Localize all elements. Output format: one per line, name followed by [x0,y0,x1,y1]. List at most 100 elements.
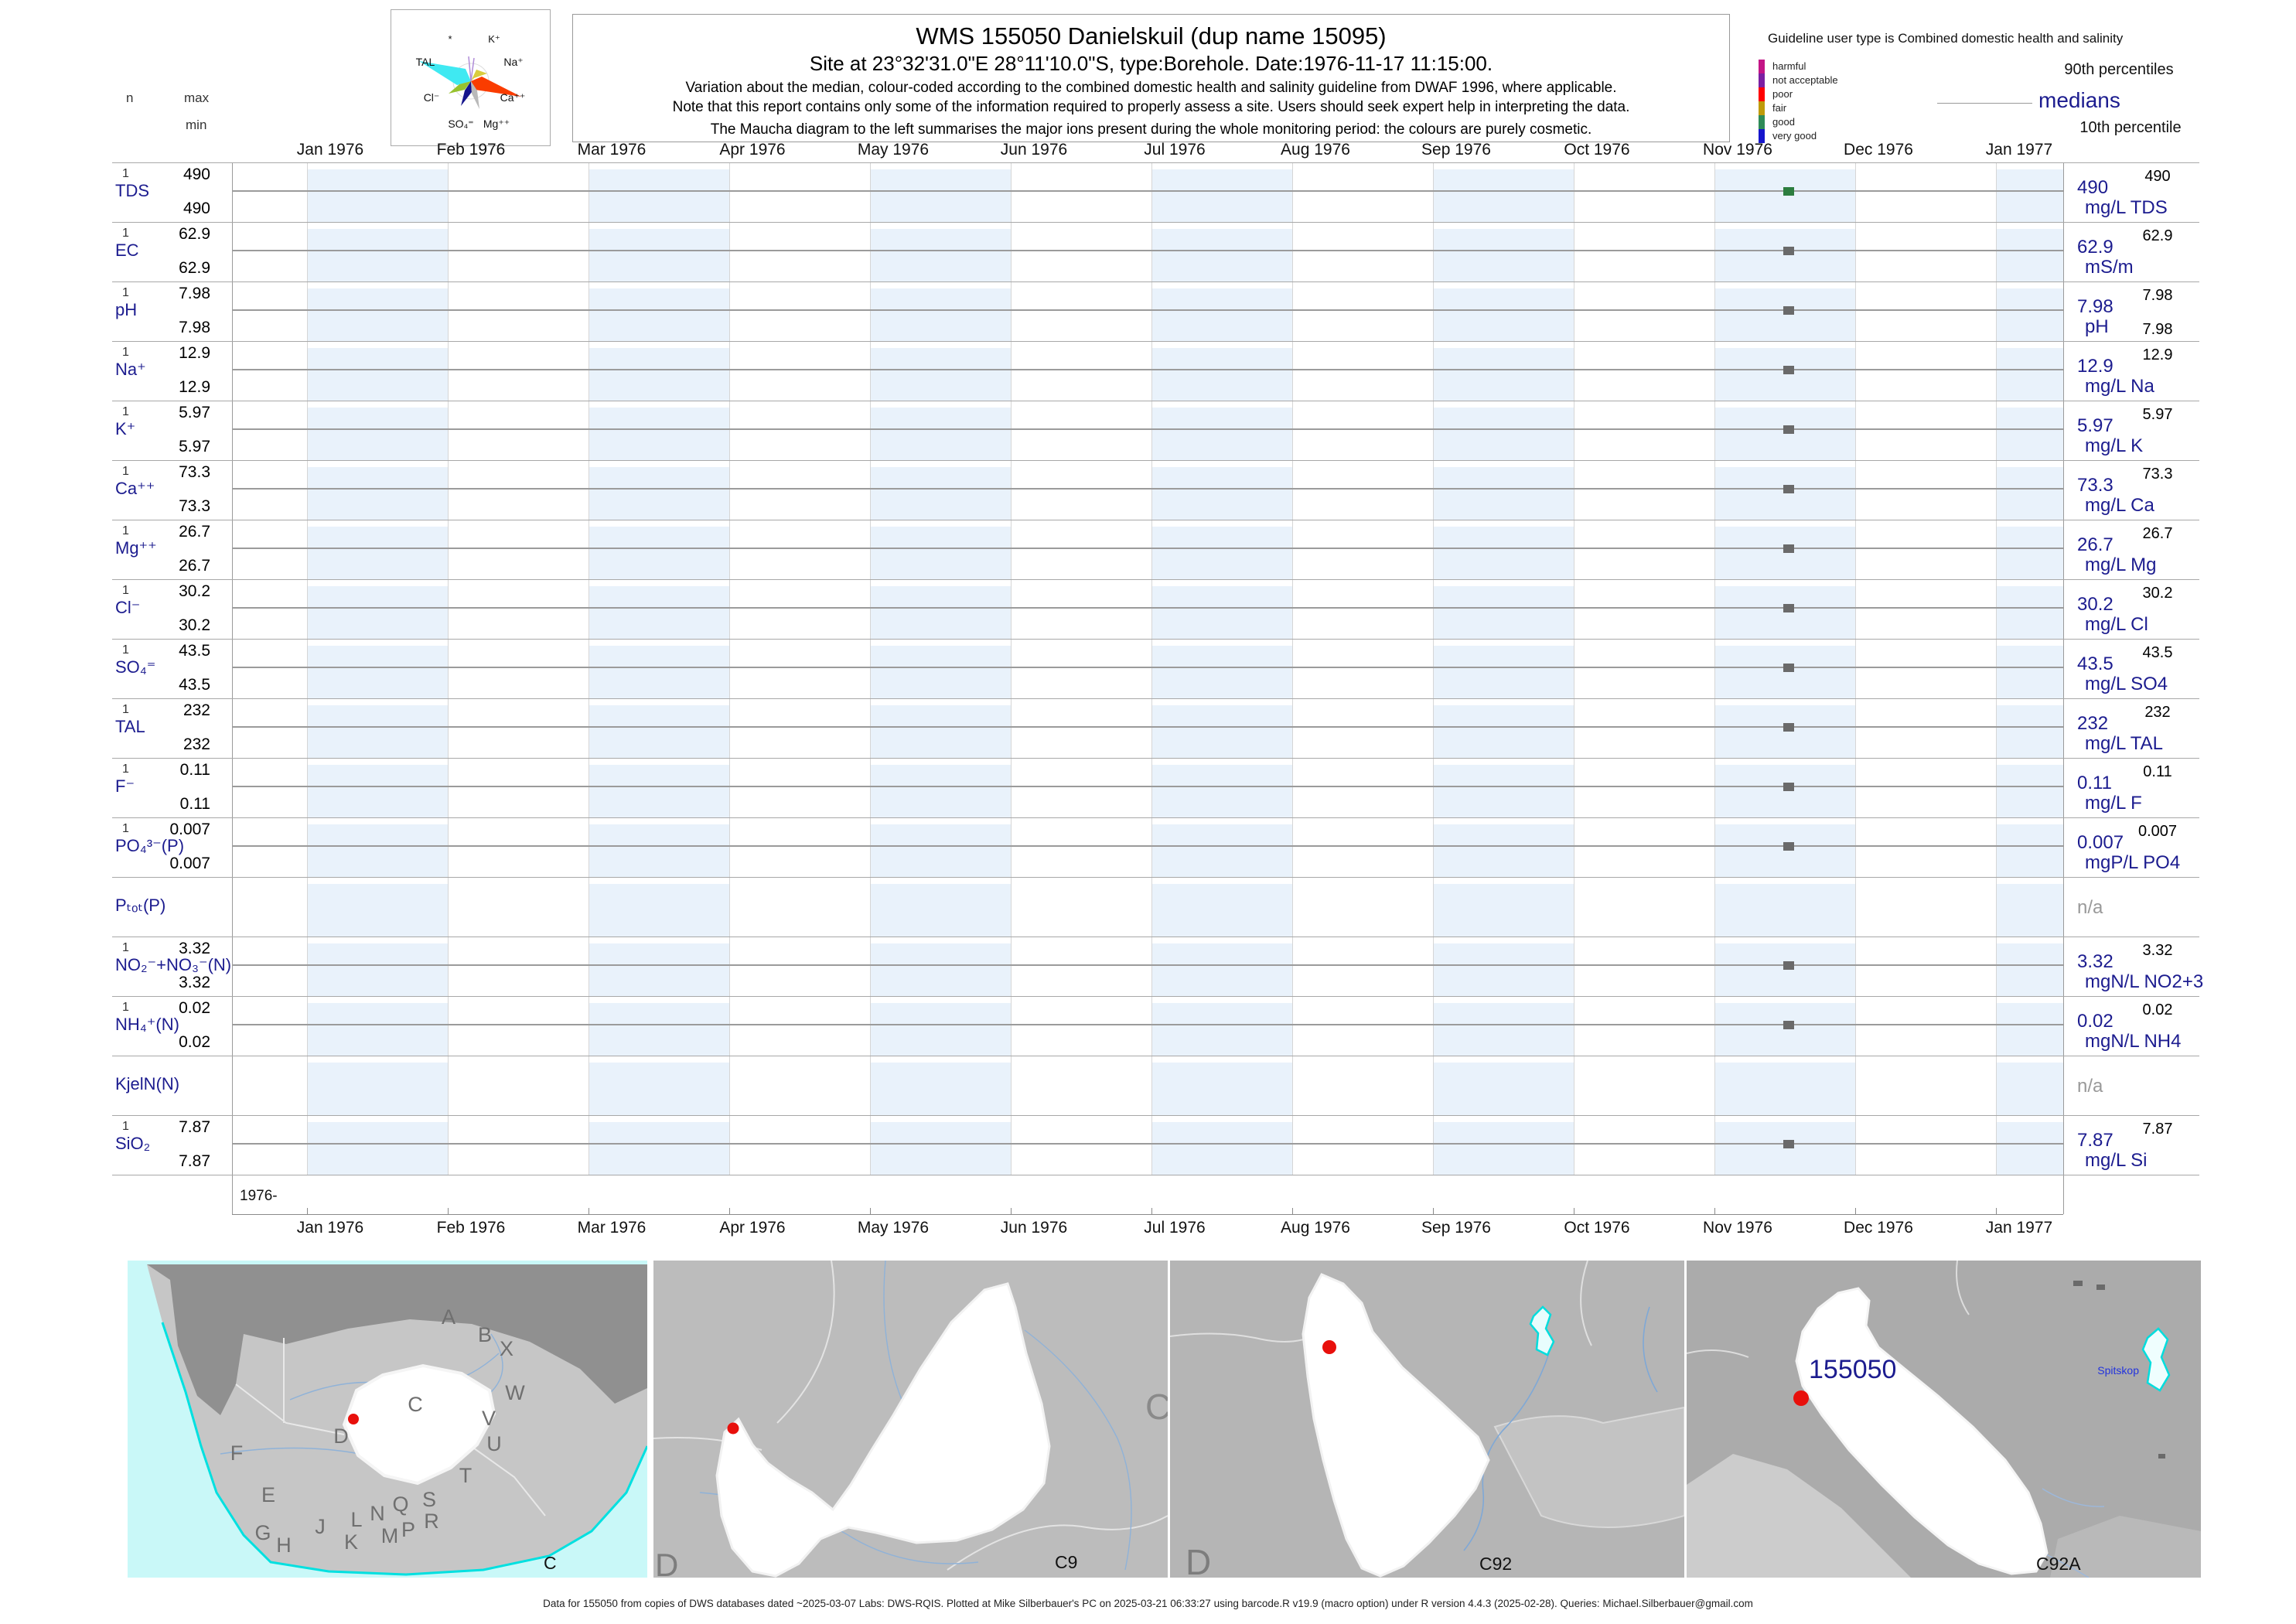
row-min-value: 0.02 [179,1033,210,1051]
month-shade-cell [1433,884,1574,937]
row-median-line [232,309,2063,311]
maucha-label-tal: TAL [416,56,435,68]
x-axis-tick [307,1208,308,1214]
drainage-region-letter: Q [392,1493,408,1516]
map-c92a: 155050 Spitskop C92A [1686,1260,2201,1578]
row-p10-value: 7.98 [2142,321,2173,338]
row-median-value: 0.02 [2077,1011,2113,1032]
row-parameter-label: SiO₂ [115,1134,151,1153]
data-point-median [1783,723,1794,732]
row-unit-label: mg/L Mg [2085,554,2157,575]
month-label-bottom: Jun 1976 [1000,1219,1068,1237]
map-speck [2096,1285,2105,1290]
row-min-value: 7.87 [179,1152,210,1170]
drainage-region-letter: U [486,1432,502,1455]
row-median-line [232,845,2063,847]
legend-class-swatch [1759,73,1765,87]
map-lake [1529,1305,1555,1356]
drainage-region-letter: C [408,1393,423,1416]
maucha-panel: * K⁺ TAL Na⁺ Cl⁻ Ca⁺⁺ SO₄⁼ Mg⁺⁺ [391,9,551,146]
row-min-value: 7.98 [179,319,210,336]
month-label-top: Oct 1976 [1564,141,1630,159]
row-min-value: 5.97 [179,438,210,455]
row-median-value: 30.2 [2077,594,2113,615]
row-median-value: 7.98 [2077,296,2113,317]
grid-left-border [232,162,233,1214]
row-unit-label: mg/L F [2085,793,2142,814]
month-label-bottom: Oct 1976 [1564,1219,1630,1237]
month-label-top: Jun 1976 [1000,141,1068,159]
row-unit-label: mg/L TDS [2085,197,2168,218]
month-shade-cell [870,1122,1011,1175]
month-shade-cell [307,288,448,341]
row-median-value: 43.5 [2077,653,2113,674]
legend-p10-label: 10th percentile [2079,119,2182,136]
month-shade-cell [1433,169,1574,222]
x-axis-year-label: 1976- [240,1188,278,1204]
maucha-lobe-na [471,70,487,81]
maucha-lobe-tal [419,61,471,85]
maucha-label-na: Na⁺ [503,56,523,68]
month-label-bottom: Feb 1976 [436,1219,506,1237]
month-shade-cell [870,467,1011,520]
data-point-median [1783,1140,1794,1148]
x-axis-tick [588,1208,589,1214]
data-point-median [1783,485,1794,493]
row-median-line [232,548,2063,549]
row-parameter-label: SO₄⁼ [115,657,156,677]
row-median-value: 7.87 [2077,1130,2113,1151]
month-shade-cell [1714,288,1855,341]
row-parameter-label: KjelN(N) [115,1074,180,1093]
row-median-line [232,607,2063,609]
month-label-top: Apr 1976 [719,141,786,159]
month-label-top: Jul 1976 [1144,141,1206,159]
row-n-value: 1 [122,703,129,716]
row-n-value: 1 [122,763,129,776]
row-median-value: 12.9 [2077,356,2113,377]
row-median-line [232,1143,2063,1145]
row-median-line [232,667,2063,668]
row-parameter-label: NO₂⁻+NO₃⁻(N) [115,955,232,974]
month-shade-cell [588,705,729,758]
month-shade-cell [870,646,1011,698]
row-unit-label: mg/L K [2085,435,2144,456]
maucha-label-k: K⁺ [488,33,500,45]
map-region-borders [1686,1260,1970,1358]
row-unit-label: mg/L Cl [2085,614,2148,635]
month-shade-cell [870,1063,1011,1115]
data-point-median [1783,961,1794,970]
month-shade-cell [1996,705,2063,758]
month-label-top: Feb 1976 [436,141,506,159]
row-n-value: 1 [122,227,129,240]
data-point-median [1783,1021,1794,1029]
row-unit-label: mgP/L PO4 [2085,852,2181,873]
row-p90-value: 490 [2144,168,2171,185]
row-max-value: 73.3 [179,463,210,481]
maucha-lobe-ca [471,77,521,97]
month-shade-cell [870,288,1011,341]
data-point-median [1783,187,1794,196]
data-point-median [1783,306,1794,315]
row-median-line [232,488,2063,490]
row-max-value: 43.5 [179,642,210,660]
month-shade-cell [1151,586,1292,639]
month-shade-cell [870,705,1011,758]
row-min-value: 0.11 [179,795,210,813]
legend-class-label: harmful [1772,60,1806,72]
grid-column-line [1011,162,1012,1175]
legend-class-label: good [1772,116,1795,128]
month-shade-cell [307,527,448,579]
row-median-value: 73.3 [2077,475,2113,496]
month-shade-cell [307,765,448,817]
map-neighbour-countries [147,1264,647,1415]
row-n-value: 1 [122,584,129,597]
maucha-label-ca: Ca⁺⁺ [500,91,526,104]
legend-class-label: poor [1772,88,1793,100]
month-label-bottom: Mar 1976 [577,1219,646,1237]
month-shade-cell [307,467,448,520]
month-shade-cell [1714,824,1855,877]
maucha-label-cl: Cl⁻ [424,91,440,104]
month-label-top: Dec 1976 [1844,141,1913,159]
month-shade-cell [307,229,448,281]
grid-row-line [112,460,2199,461]
